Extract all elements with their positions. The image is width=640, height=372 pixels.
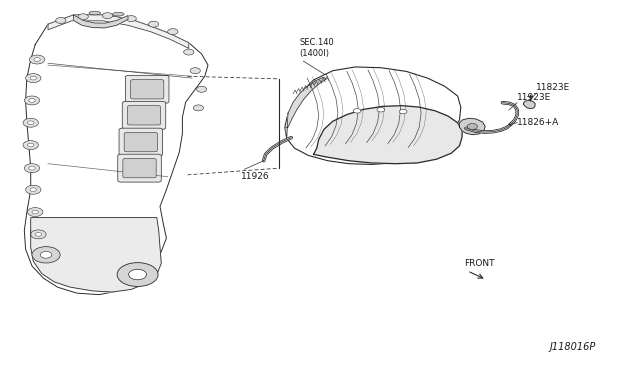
FancyBboxPatch shape — [122, 101, 166, 129]
Polygon shape — [48, 15, 189, 48]
Circle shape — [28, 208, 43, 217]
Circle shape — [129, 269, 147, 280]
Circle shape — [28, 143, 34, 147]
Circle shape — [32, 210, 38, 214]
Circle shape — [32, 247, 60, 263]
Text: FRONT: FRONT — [464, 259, 495, 268]
Circle shape — [377, 108, 385, 112]
Polygon shape — [24, 15, 208, 295]
Circle shape — [26, 185, 41, 194]
Circle shape — [467, 124, 477, 129]
Circle shape — [168, 29, 178, 35]
Circle shape — [126, 16, 136, 22]
Circle shape — [117, 263, 158, 286]
Circle shape — [24, 164, 40, 173]
Circle shape — [35, 232, 42, 236]
Polygon shape — [314, 106, 462, 164]
Circle shape — [399, 109, 407, 114]
Circle shape — [148, 21, 159, 27]
Circle shape — [30, 188, 36, 192]
Circle shape — [31, 230, 46, 239]
Circle shape — [29, 166, 35, 170]
Ellipse shape — [113, 12, 124, 16]
Polygon shape — [285, 77, 326, 138]
FancyBboxPatch shape — [118, 154, 161, 182]
Circle shape — [78, 14, 88, 20]
Circle shape — [102, 13, 113, 19]
Circle shape — [196, 86, 207, 92]
Circle shape — [190, 68, 200, 74]
Polygon shape — [524, 100, 535, 109]
Polygon shape — [285, 67, 461, 164]
Circle shape — [23, 118, 38, 127]
Polygon shape — [31, 218, 161, 292]
Circle shape — [24, 96, 40, 105]
Circle shape — [353, 109, 361, 113]
FancyBboxPatch shape — [125, 75, 169, 103]
Circle shape — [26, 74, 41, 83]
FancyBboxPatch shape — [119, 128, 163, 156]
Ellipse shape — [89, 11, 100, 15]
Text: 11826+A: 11826+A — [517, 118, 559, 127]
Circle shape — [28, 121, 34, 125]
Text: 11923E: 11923E — [517, 93, 552, 102]
Text: 11823E: 11823E — [536, 83, 571, 92]
Circle shape — [184, 49, 194, 55]
Polygon shape — [460, 118, 485, 135]
Circle shape — [193, 105, 204, 111]
Circle shape — [23, 141, 38, 150]
Text: J118016P: J118016P — [550, 341, 596, 352]
Text: 11926: 11926 — [241, 172, 270, 181]
Circle shape — [56, 17, 66, 23]
Circle shape — [30, 76, 36, 80]
FancyBboxPatch shape — [131, 80, 164, 99]
Circle shape — [34, 58, 40, 61]
Circle shape — [29, 55, 45, 64]
FancyBboxPatch shape — [124, 132, 157, 152]
Circle shape — [40, 251, 52, 258]
FancyBboxPatch shape — [127, 106, 161, 125]
Circle shape — [29, 99, 35, 102]
Text: SEC.140
(1400I): SEC.140 (1400I) — [300, 38, 334, 58]
Polygon shape — [74, 15, 128, 28]
FancyBboxPatch shape — [123, 158, 156, 178]
